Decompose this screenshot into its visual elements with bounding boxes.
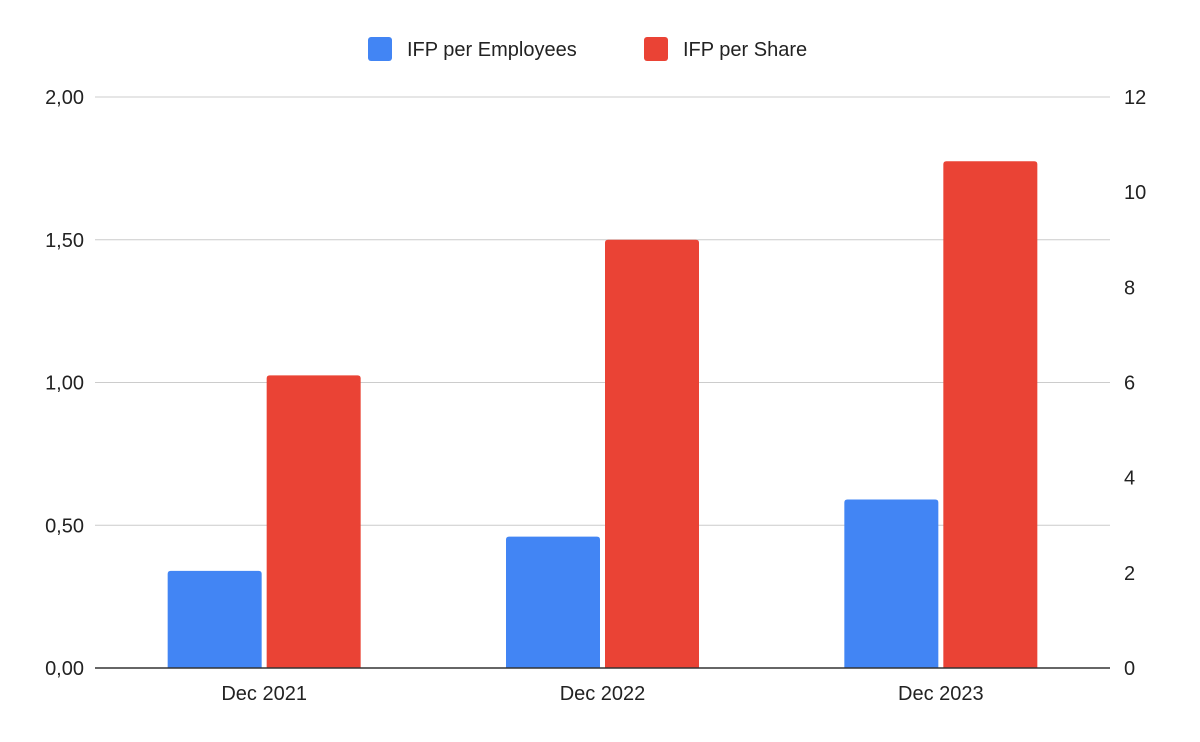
category-label: Dec 2022 xyxy=(560,683,646,705)
x-axis: Dec 2021 Dec 2022 Dec 2023 xyxy=(95,667,1110,705)
legend-swatch xyxy=(644,37,668,61)
right-tick-label: 0 xyxy=(1124,658,1135,680)
right-tick-label: 6 xyxy=(1124,373,1135,395)
gridlines xyxy=(95,96,1110,526)
left-tick-label: 0,00 xyxy=(45,658,84,680)
left-y-axis: 0,00 0,50 1,00 1,50 2,00 xyxy=(45,87,84,680)
left-tick-label: 1,00 xyxy=(45,373,84,395)
left-tick-label: 2,00 xyxy=(45,87,84,109)
bar-ifp-per-share xyxy=(266,375,361,668)
right-tick-label: 10 xyxy=(1124,182,1146,204)
right-tick-label: 4 xyxy=(1124,468,1135,490)
legend-label: IFP per Share xyxy=(683,39,807,61)
bar-ifp-per-employees xyxy=(844,499,939,668)
category-label: Dec 2023 xyxy=(898,683,984,705)
legend: IFP per Employees IFP per Share xyxy=(368,37,807,61)
left-tick-label: 1,50 xyxy=(45,230,84,252)
left-tick-label: 0,50 xyxy=(45,515,84,537)
right-tick-label: 8 xyxy=(1124,277,1135,299)
legend-swatch xyxy=(368,37,392,61)
right-tick-label: 12 xyxy=(1124,87,1146,109)
category-label: Dec 2021 xyxy=(221,683,307,705)
right-y-axis: 0 2 4 6 8 10 12 xyxy=(1124,87,1146,680)
bar-ifp-per-employees xyxy=(506,536,600,668)
bar-ifp-per-employees xyxy=(167,570,262,668)
right-tick-label: 2 xyxy=(1124,563,1135,585)
legend-label: IFP per Employees xyxy=(407,39,577,61)
bar-ifp-per-share xyxy=(605,239,699,668)
bars xyxy=(167,161,1038,669)
bar-ifp-per-share xyxy=(943,161,1038,669)
